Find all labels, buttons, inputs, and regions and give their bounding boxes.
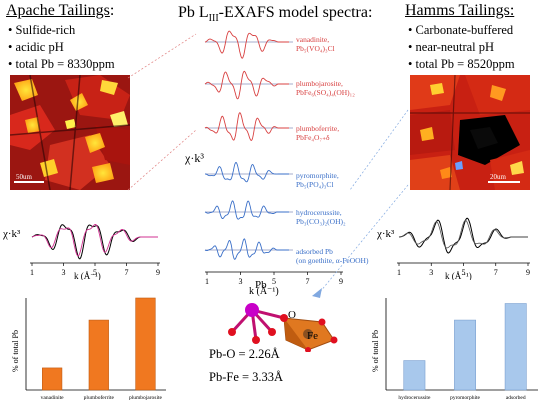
left-spectrum: 1 3 5 7 9 χ·k³ k (Å⁻¹) bbox=[0, 195, 168, 281]
right-bullets: Carbonate-buffered near-neutral pH total… bbox=[408, 22, 515, 73]
left-spectrum-xlabel: k (Å⁻¹) bbox=[74, 271, 101, 280]
left-scale-label: 50um bbox=[16, 173, 33, 181]
tick-label: 1 bbox=[205, 277, 209, 286]
spectrum-label-line2: Pb₅(VO₄)₃Cl bbox=[296, 44, 335, 53]
left-bullets: Sulfide-rich acidic pH total Pb = 8330pp… bbox=[8, 22, 115, 73]
center-spectra: χ·k³ 1 3 5 7 9 k (Å⁻¹) bbox=[183, 22, 373, 297]
connector-line bbox=[127, 33, 197, 79]
pb-o-distance: Pb-O = 2.26Å bbox=[209, 347, 280, 361]
right-spectrum: 1 3 5 7 9 χ·k³ k (Å⁻¹) bbox=[375, 195, 543, 281]
tick-label: 9 bbox=[339, 277, 343, 286]
left-bar-chart: % of total Pb vanadinite plumboferrite plum… bbox=[0, 290, 168, 404]
spectrum-curve bbox=[204, 70, 289, 100]
left-bullet: acidic pH bbox=[8, 39, 115, 56]
center-title: Pb LIII-EXAFS model spectra: bbox=[178, 4, 372, 24]
bar-category-label: plumboferrite bbox=[84, 394, 115, 401]
left-title-colon: : bbox=[109, 2, 115, 19]
center-xlabel: k (Å⁻¹) bbox=[249, 285, 279, 297]
spectrum-label-adsorbed: adsorbed Pb (on goethite, α-FeOOH) bbox=[296, 247, 368, 265]
left-micrograph: 50um bbox=[9, 74, 131, 191]
tick-label: 5 bbox=[462, 268, 466, 277]
bar-plumbojarosite bbox=[135, 297, 156, 391]
bar-category-label: pyromorphite bbox=[450, 395, 480, 401]
right-spectrum-xlabel: k (Å⁻¹) bbox=[445, 271, 472, 280]
spectrum-label-line2: Pb₅(PO₄)₃Cl bbox=[296, 180, 334, 189]
spectrum-label-line1: plumboferrite, bbox=[296, 124, 340, 133]
spectrum-curve bbox=[204, 200, 289, 220]
bar-adsorbed bbox=[504, 303, 527, 391]
tick-label: 5 bbox=[272, 277, 276, 286]
bar-chart-ylabel: % of total Pb bbox=[11, 330, 20, 372]
spectrum-label-line2: (on goethite, α-FeOOH) bbox=[296, 256, 369, 265]
left-bullet: Sulfide-rich bbox=[8, 22, 115, 39]
tick-label: 9 bbox=[156, 268, 160, 277]
spectrum-curve bbox=[204, 238, 289, 260]
spectrum-label-pyromorphite: pyromorphite, Pb₅(PO₄)₃Cl bbox=[296, 171, 339, 189]
connector-line bbox=[127, 129, 197, 191]
center-title-sub: III bbox=[208, 13, 219, 25]
spectrum-curve bbox=[204, 30, 289, 59]
spectrum-label-line2: PbFe₄O₇₊δ bbox=[296, 133, 330, 142]
spectrum-label-line1: pyromorphite, bbox=[296, 171, 339, 180]
tick-label: 3 bbox=[239, 277, 243, 286]
bar-chart-ylabel: % of total Pb bbox=[371, 330, 380, 372]
tick-label: 1 bbox=[30, 268, 34, 277]
spectrum-label-line1: adsorbed Pb bbox=[296, 247, 333, 256]
tick-label: 3 bbox=[62, 268, 66, 277]
left-bullet: total Pb = 8330ppm bbox=[8, 56, 115, 73]
spectrum-label-line1: hydrocerussite, bbox=[296, 208, 342, 217]
right-scale-label: 20um bbox=[490, 173, 507, 181]
spectrum-label-line2: PbFe₆(SO₄)₄(OH)₁₂ bbox=[296, 88, 355, 97]
right-micrograph: 20um bbox=[410, 74, 530, 191]
spectrum-label-plumboferrite: plumboferrite, PbFe₄O₇₊δ bbox=[296, 124, 339, 142]
bar-plumboferrite bbox=[88, 319, 109, 391]
tick-label: 7 bbox=[306, 277, 310, 286]
connector-arrowhead bbox=[312, 288, 322, 298]
bar-hydrocerussite bbox=[403, 360, 426, 391]
fe-atom-label: Fe bbox=[307, 330, 318, 342]
right-spectrum-ylabel: χ·k³ bbox=[376, 228, 395, 240]
right-title-colon: : bbox=[509, 2, 515, 19]
tick-label: 1 bbox=[397, 268, 401, 277]
bar-vanadinite bbox=[42, 367, 63, 391]
spectrum-curve bbox=[204, 112, 289, 142]
tick-label: 5 bbox=[93, 268, 97, 277]
bar-category-label: hydrocerussite bbox=[398, 395, 431, 401]
pb-fe-distance: Pb-Fe = 3.33Å bbox=[209, 370, 284, 384]
tick-label: 3 bbox=[429, 268, 433, 277]
spectrum-label-line2: Pb₃(CO₃)₂(OH)₂ bbox=[296, 217, 346, 226]
left-title-text: Apache Tailings bbox=[6, 2, 110, 19]
right-bullet: near-neutral pH bbox=[408, 39, 515, 56]
bar-category-label: vanadinite bbox=[41, 395, 64, 401]
spectrum-curve bbox=[205, 161, 289, 183]
right-bullet: Carbonate-buffered bbox=[408, 22, 515, 39]
connector-line bbox=[319, 184, 409, 293]
tick-label: 9 bbox=[526, 268, 530, 277]
right-bar-chart: % of total Pb hydrocerussite pyromorphite a… bbox=[360, 290, 543, 404]
bar-category-label: adsorbed bbox=[506, 395, 526, 401]
center-title-suffix: -EXAFS model spectra: bbox=[218, 4, 373, 21]
tick-label: 7 bbox=[494, 268, 498, 277]
spectrum-label-hydrocerussite: hydrocerussite, Pb₃(CO₃)₂(OH)₂ bbox=[296, 208, 346, 226]
left-title: Apache Tailings: bbox=[6, 2, 114, 20]
spectrum-label-line1: plumbojarosite, bbox=[296, 79, 343, 88]
spectrum-label-line1: vanadinite, bbox=[296, 35, 330, 44]
right-title-text: Hamms Tailings bbox=[405, 2, 510, 19]
left-spectrum-ylabel: χ·k³ bbox=[2, 228, 21, 240]
right-bullet: total Pb = 8520ppm bbox=[408, 56, 515, 73]
o-atom-label: O bbox=[288, 309, 296, 321]
pb-atom-label: Pb bbox=[255, 279, 267, 291]
bar-pyromorphite bbox=[454, 319, 476, 391]
bar-category-label: plumbojarosite bbox=[129, 395, 163, 401]
right-title: Hamms Tailings: bbox=[405, 2, 514, 20]
spectrum-label-plumbojarosite: plumbojarosite, PbFe₆(SO₄)₄(OH)₁₂ bbox=[296, 79, 355, 97]
structure-model bbox=[222, 290, 342, 353]
spectrum-label-vanadinite: vanadinite, Pb₅(VO₄)₃Cl bbox=[296, 35, 335, 53]
center-ylabel: χ·k³ bbox=[184, 151, 204, 165]
connector-line bbox=[349, 109, 409, 191]
center-title-prefix: Pb L bbox=[178, 4, 209, 21]
tick-label: 7 bbox=[125, 268, 129, 277]
